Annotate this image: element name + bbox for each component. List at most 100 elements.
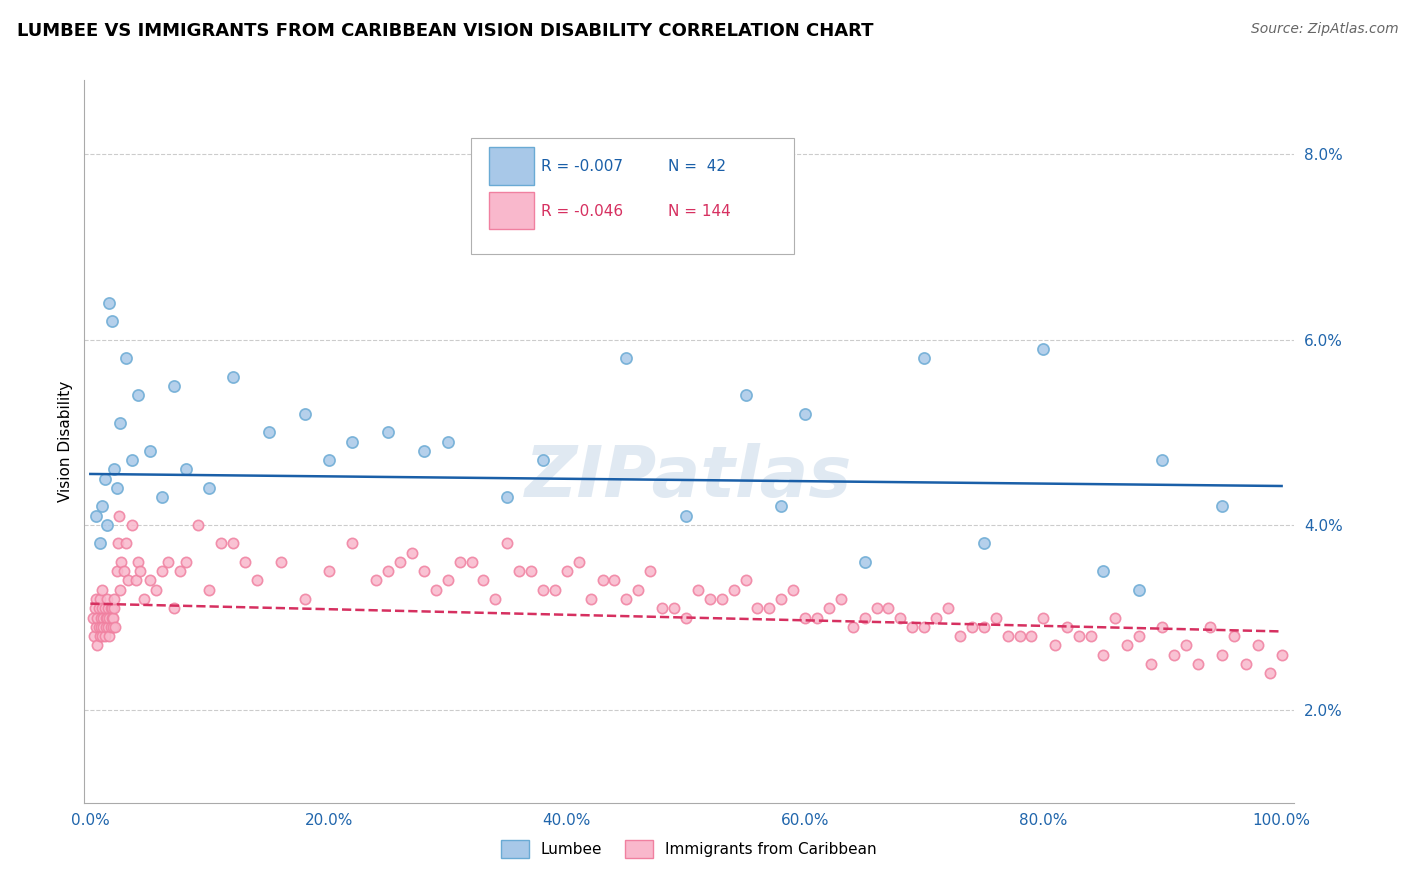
Point [129, 564, 152, 578]
Point [412, 443, 434, 458]
Point [1247, 638, 1270, 652]
Point [93, 472, 115, 486]
Point [1187, 657, 1209, 671]
Point [93, 629, 115, 643]
Point [98, 295, 121, 310]
Point [1056, 620, 1078, 634]
Point [100, 620, 122, 634]
Point [389, 555, 412, 569]
Point [87, 601, 110, 615]
Point [115, 351, 138, 366]
Point [555, 202, 578, 217]
Point [83, 629, 105, 643]
Point [89, 592, 111, 607]
Point [100, 610, 122, 624]
Point [84, 601, 107, 615]
Point [853, 555, 876, 569]
Point [105, 481, 128, 495]
Point [139, 443, 162, 458]
Point [842, 620, 865, 634]
Point [91, 500, 114, 514]
Point [84, 592, 107, 607]
Point [1128, 582, 1150, 597]
Y-axis label: Vision Disability: Vision Disability [58, 381, 73, 502]
Point [1067, 629, 1090, 643]
Point [94, 610, 117, 624]
Point [104, 620, 127, 634]
Point [579, 592, 602, 607]
Point [100, 601, 122, 615]
Point [1258, 666, 1281, 681]
Point [734, 574, 756, 588]
Point [531, 453, 554, 467]
Point [973, 536, 995, 550]
Point [257, 425, 280, 440]
Point [949, 629, 972, 643]
Point [544, 582, 567, 597]
Point [1008, 629, 1031, 643]
Point [105, 564, 128, 578]
Point [984, 610, 1007, 624]
Point [555, 564, 578, 578]
Point [84, 508, 107, 523]
Point [107, 536, 129, 550]
Point [366, 574, 388, 588]
Point [198, 582, 221, 597]
Point [436, 574, 458, 588]
Point [1152, 453, 1174, 467]
Point [270, 555, 292, 569]
Point [86, 610, 108, 624]
Point [853, 610, 876, 624]
Point [101, 620, 124, 634]
Point [484, 592, 506, 607]
Point [1152, 620, 1174, 634]
Point [436, 434, 458, 449]
Point [100, 314, 122, 328]
Legend: Lumbee, Immigrants from Caribbean: Lumbee, Immigrants from Caribbean [495, 834, 883, 863]
Point [377, 564, 399, 578]
Point [127, 555, 149, 569]
Text: Source: ZipAtlas.com: Source: ZipAtlas.com [1251, 22, 1399, 37]
Point [627, 582, 650, 597]
Point [91, 629, 114, 643]
Point [98, 629, 121, 643]
Point [96, 610, 118, 624]
Point [91, 601, 114, 615]
Point [97, 601, 120, 615]
Point [699, 592, 721, 607]
Point [662, 601, 685, 615]
Point [912, 351, 935, 366]
Point [89, 536, 111, 550]
Point [710, 592, 733, 607]
Point [449, 555, 471, 569]
Point [782, 582, 804, 597]
Text: ZIPatlas: ZIPatlas [526, 443, 852, 512]
Point [960, 620, 983, 634]
Point [121, 453, 143, 467]
Point [108, 508, 131, 523]
Point [103, 592, 125, 607]
Point [1139, 657, 1161, 671]
Point [1104, 610, 1126, 624]
Point [115, 536, 138, 550]
Point [651, 601, 673, 615]
Point [1223, 629, 1246, 643]
Point [89, 629, 111, 643]
Point [93, 601, 115, 615]
Point [110, 555, 132, 569]
Point [889, 610, 911, 624]
Point [865, 601, 887, 615]
Point [90, 610, 112, 624]
Point [233, 555, 256, 569]
Point [770, 500, 793, 514]
Point [1211, 500, 1233, 514]
Point [222, 369, 245, 384]
Point [496, 490, 519, 504]
Point [108, 582, 131, 597]
Point [112, 564, 135, 578]
Point [901, 620, 924, 634]
Point [675, 610, 697, 624]
Point [460, 555, 482, 569]
Text: N = 144: N = 144 [668, 204, 731, 219]
Text: N =  42: N = 42 [668, 160, 725, 174]
